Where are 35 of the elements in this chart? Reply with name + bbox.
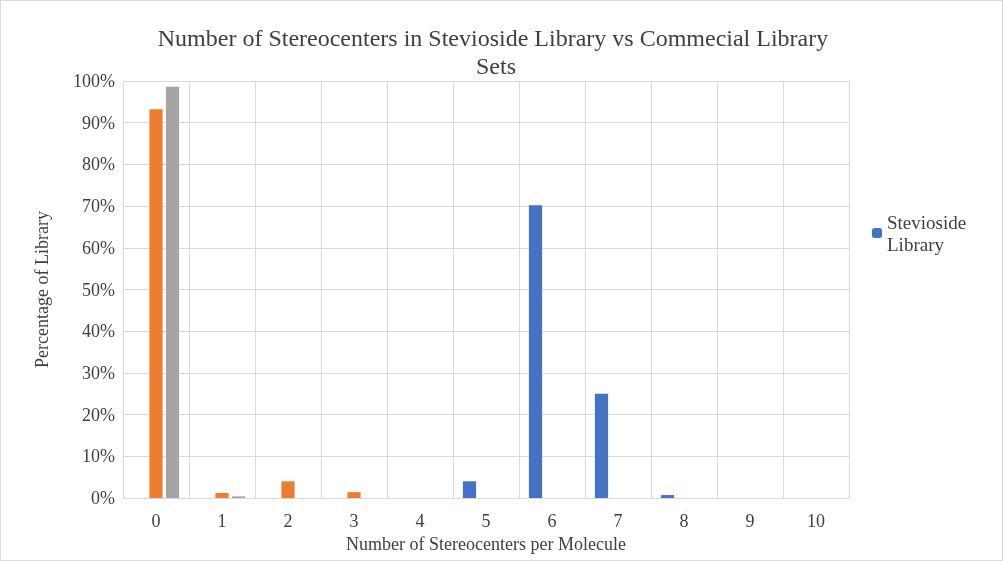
x-tick-label: 8: [679, 511, 689, 531]
bar: [594, 393, 609, 498]
y-tick-label: 90%: [82, 112, 115, 133]
bar: [281, 481, 295, 498]
legend-label: Stevioside Library: [887, 211, 971, 255]
x-tick-label: 3: [349, 511, 359, 531]
bar: [660, 495, 675, 498]
bar: [215, 493, 229, 498]
bar: [347, 492, 361, 498]
x-tick-label: 6: [547, 511, 557, 531]
y-tick-label: 0%: [91, 488, 115, 508]
x-tick-label: 1: [217, 511, 227, 531]
y-tick-label: 50%: [82, 279, 115, 300]
chart-title: Number of Stereocenters in Stevioside Library vs Commecial Library Sets: [157, 25, 835, 79]
y-tick-label: 100%: [73, 71, 115, 91]
y-axis-title: Percentage of Library: [32, 211, 52, 368]
x-tick-label: 9: [745, 511, 755, 531]
x-axis-title: Number of Stereocenters per Molecule: [346, 533, 626, 554]
bar: [149, 109, 163, 498]
x-tick-label: 4: [415, 511, 425, 531]
x-tick-label: 2: [283, 511, 293, 531]
y-tick-label: 20%: [82, 404, 115, 425]
bar: [462, 481, 477, 498]
x-tick-label: 10: [807, 511, 825, 531]
x-tick-label: 0: [151, 511, 161, 531]
y-tick-label: 40%: [82, 321, 115, 342]
x-tick-label: 5: [481, 511, 491, 531]
bar: [528, 205, 543, 498]
y-tick-label: 80%: [82, 154, 115, 175]
y-tick-label: 60%: [82, 237, 115, 258]
x-tick-label: 7: [613, 511, 623, 531]
y-tick-label: 70%: [82, 196, 115, 217]
bar: [165, 86, 180, 498]
y-tick-label: 10%: [82, 446, 115, 467]
y-tick-label: 30%: [82, 362, 115, 383]
